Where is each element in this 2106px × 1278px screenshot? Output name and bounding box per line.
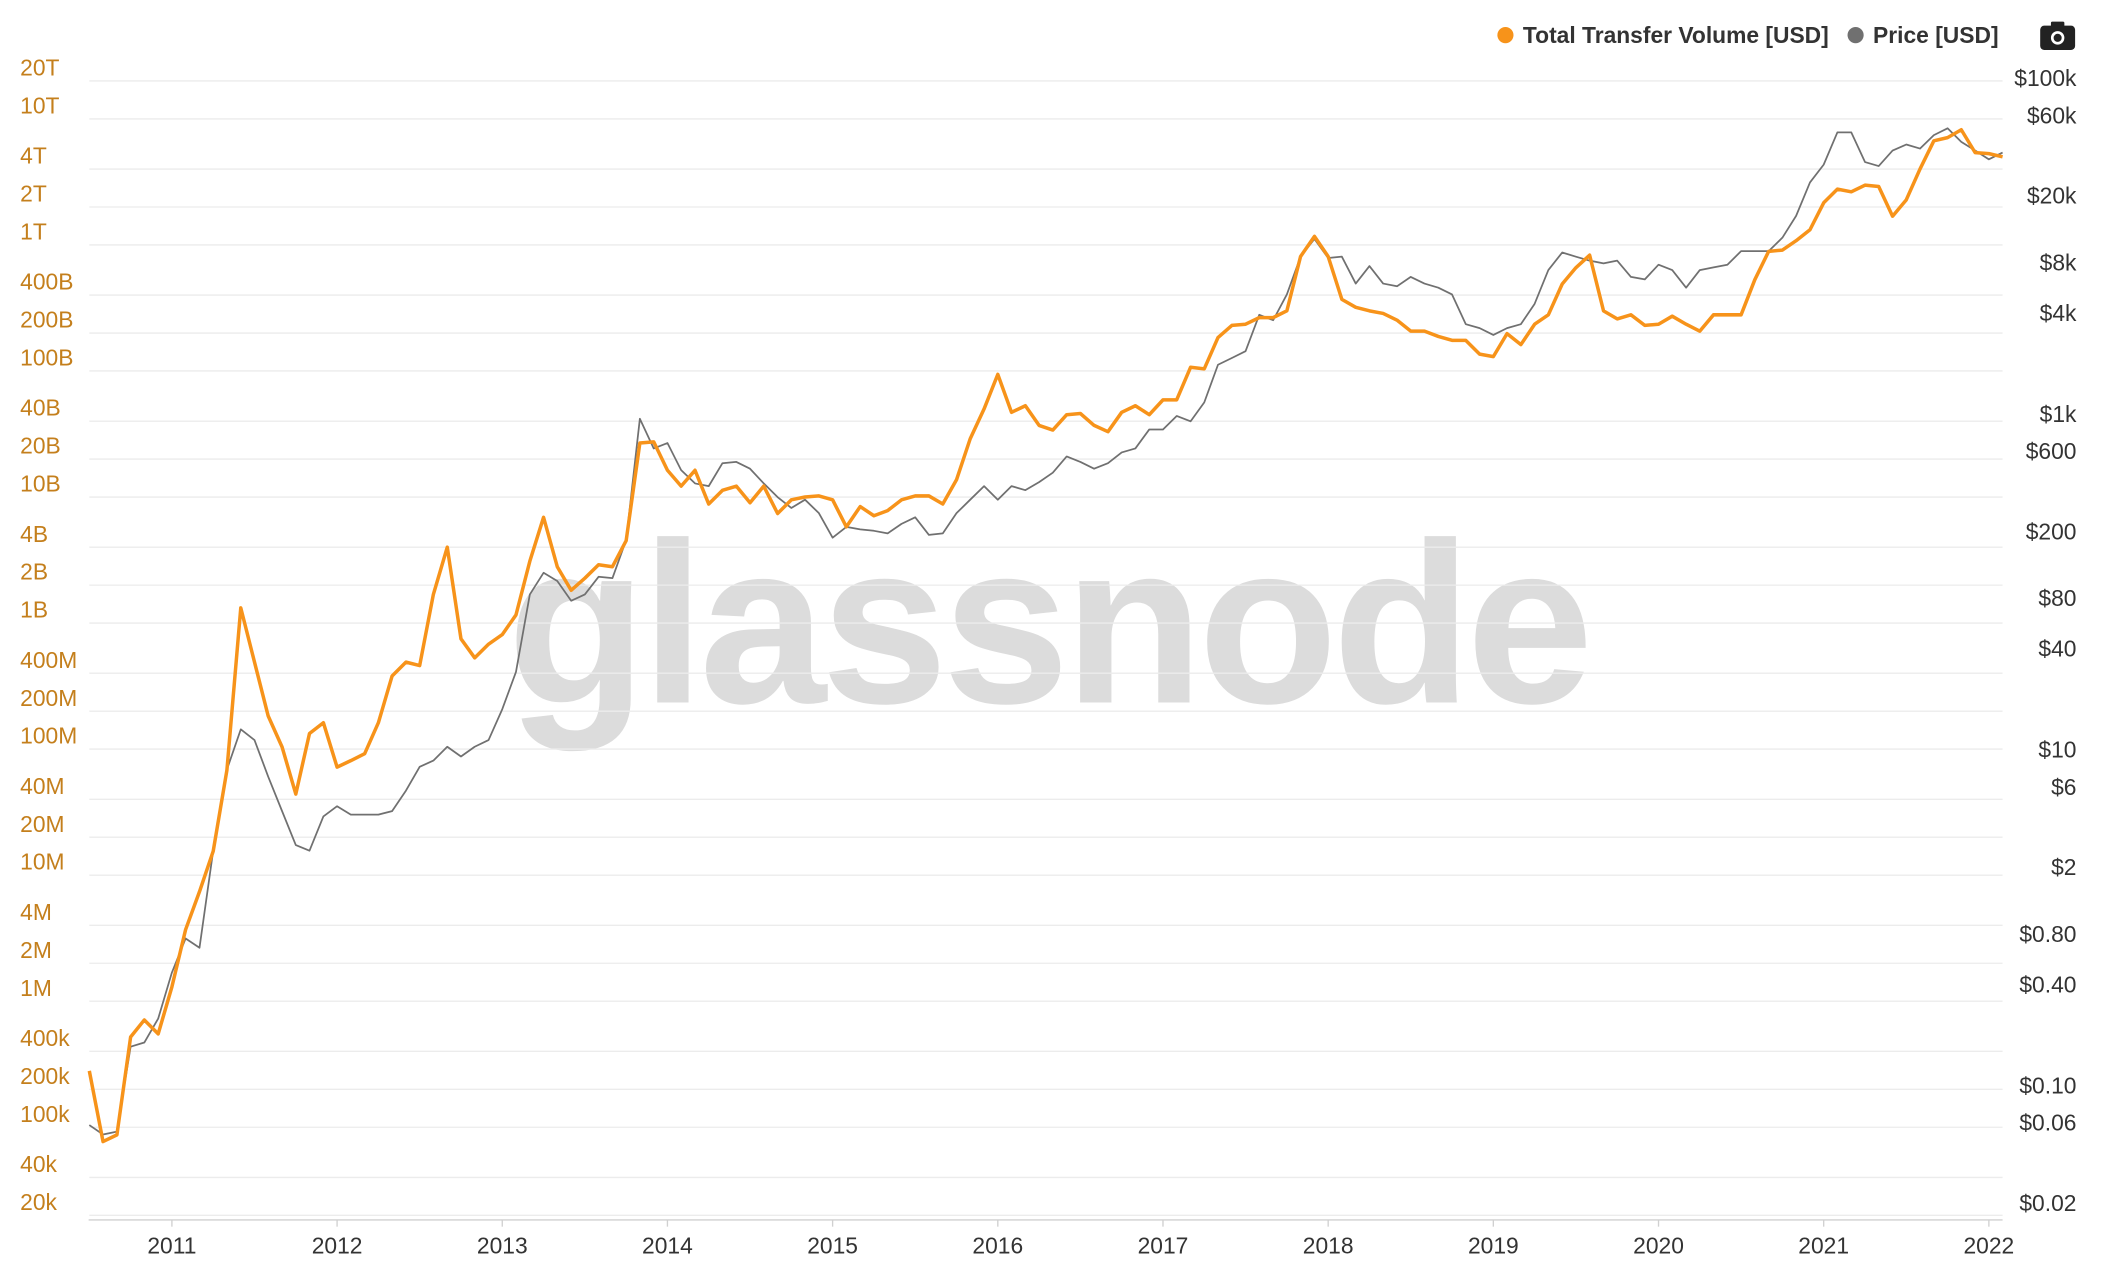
y2-tick-label: $2 xyxy=(2051,854,2076,880)
x-tick-label: 2018 xyxy=(1303,1233,1354,1259)
y-tick-label: 200B xyxy=(20,307,73,333)
y2-tick-label: $0.40 xyxy=(2019,971,2076,997)
y2-tick-label: $20k xyxy=(2027,182,2077,208)
y-tick-label: 2M xyxy=(20,937,52,963)
y-tick-label: 2B xyxy=(20,559,48,585)
y2-tick-label: $200 xyxy=(2026,518,2077,544)
y-tick-label: 400k xyxy=(20,1025,70,1051)
y2-tick-label: $10 xyxy=(2038,737,2076,763)
y-tick-label: 1B xyxy=(20,597,48,623)
y2-tick-label: $1k xyxy=(2040,401,2077,427)
y2-tick-label: $60k xyxy=(2027,102,2077,128)
y2-tick-label: $4k xyxy=(2040,300,2077,326)
x-tick-label: 2022 xyxy=(1963,1233,2014,1259)
y-tick-label: 20k xyxy=(20,1189,57,1215)
y2-tick-label: $0.10 xyxy=(2019,1072,2076,1098)
y-tick-label: 100k xyxy=(20,1101,70,1127)
x-tick-label: 2015 xyxy=(807,1233,858,1259)
y2-tick-label: $600 xyxy=(2026,438,2077,464)
y-tick-label: 400B xyxy=(20,269,73,295)
y-tick-label: 1M xyxy=(20,975,52,1001)
y-tick-label: 200k xyxy=(20,1063,70,1089)
x-tick-label: 2013 xyxy=(477,1233,528,1259)
x-tick-label: 2012 xyxy=(312,1233,363,1259)
grid xyxy=(89,80,2003,1217)
y2-tick-label: $100k xyxy=(2014,65,2077,91)
y-tick-label: 2T xyxy=(20,181,47,207)
y-tick-label: 10B xyxy=(20,471,61,497)
y-tick-label: 20T xyxy=(20,54,59,80)
y-tick-label: 100M xyxy=(20,723,77,749)
y-tick-label: 4B xyxy=(20,521,48,547)
y-tick-label: 200M xyxy=(20,685,77,711)
y-tick-label: 20M xyxy=(20,811,64,837)
legend-label: Total Transfer Volume [USD] xyxy=(1523,22,1829,48)
y2-tick-label: $6 xyxy=(2051,774,2076,800)
x-tick-label: 2017 xyxy=(1138,1233,1189,1259)
camera-lens-inner xyxy=(2053,33,2062,42)
y-tick-label: 400M xyxy=(20,647,77,673)
x-tick-label: 2019 xyxy=(1468,1233,1519,1259)
legend-swatch xyxy=(1497,27,1514,44)
x-tick-label: 2020 xyxy=(1633,1233,1684,1259)
y-tick-label: 4T xyxy=(20,143,47,169)
y2-tick-label: $8k xyxy=(2040,249,2077,275)
series-line xyxy=(88,127,2003,1136)
x-tick-label: 2014 xyxy=(642,1233,693,1259)
y-tick-label: 20B xyxy=(20,433,61,459)
x-tick-label: 2016 xyxy=(972,1233,1023,1259)
y2-tick-label: $80 xyxy=(2038,585,2076,611)
y-tick-label: 4M xyxy=(20,899,52,925)
x-tick-label: 2011 xyxy=(147,1233,196,1259)
y-tick-label: 40B xyxy=(20,395,61,421)
y2-tick-label: $40 xyxy=(2038,636,2076,662)
camera-top xyxy=(2050,21,2065,29)
y-tick-label: 100B xyxy=(20,345,73,371)
legend-swatch xyxy=(1847,27,1864,44)
y-tick-label: 40M xyxy=(20,773,64,799)
y-tick-label: 10M xyxy=(20,849,64,875)
series-line xyxy=(87,128,2003,1144)
y2-tick-label: $0.06 xyxy=(2019,1110,2076,1136)
y2-tick-label: $0.02 xyxy=(2019,1190,2076,1216)
x-tick-label: 2021 xyxy=(1798,1233,1849,1259)
y-tick-label: 1T xyxy=(20,218,47,244)
camera-icon[interactable] xyxy=(2040,21,2076,50)
legend-label: Price [USD] xyxy=(1873,22,1998,48)
y2-tick-label: $0.80 xyxy=(2019,921,2076,947)
y-tick-label: 10T xyxy=(20,92,59,118)
legend: Price [USD] Total Transfer Volume [USD] xyxy=(1497,22,1999,48)
y-tick-label: 40k xyxy=(20,1151,57,1177)
